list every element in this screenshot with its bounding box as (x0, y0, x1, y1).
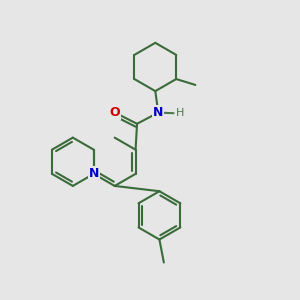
Text: H: H (176, 108, 184, 118)
Text: N: N (153, 106, 164, 119)
Text: O: O (110, 106, 120, 119)
Text: N: N (88, 167, 99, 180)
